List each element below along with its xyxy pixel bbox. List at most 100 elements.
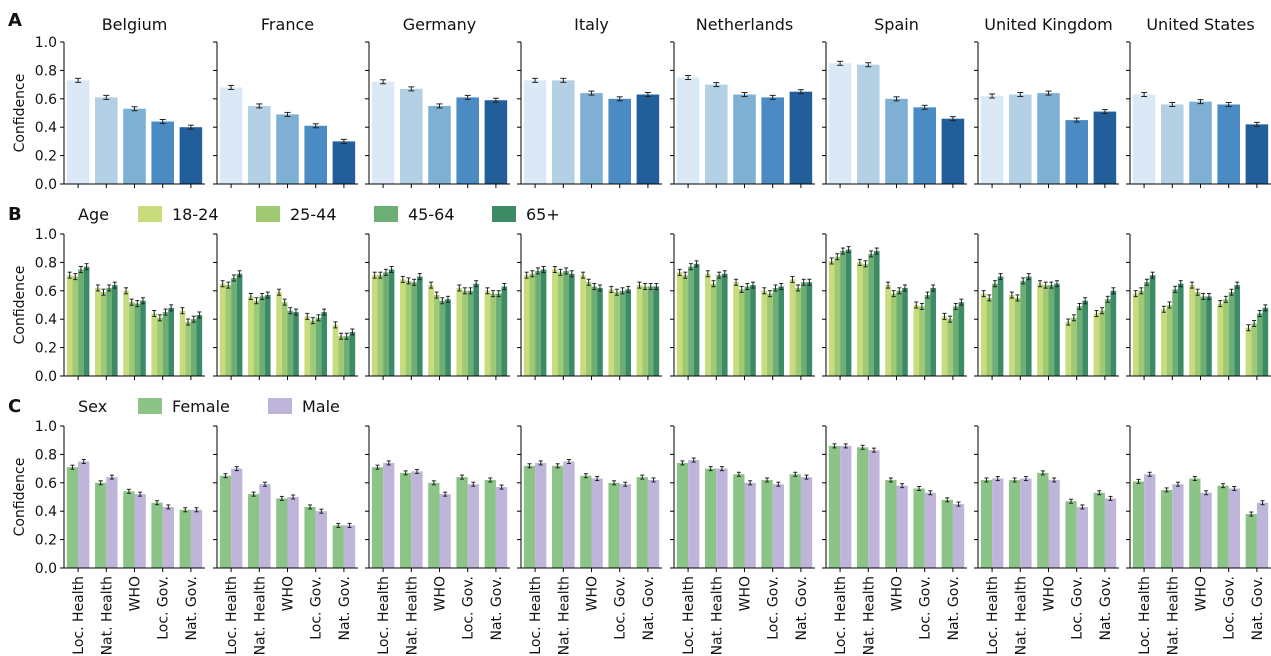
- bar-france-loc-gov-45-64: [315, 317, 322, 376]
- x-tick-label-who: WHO: [281, 576, 297, 611]
- bar-spain-who: [885, 98, 908, 184]
- bar-united-states-loc-health-female: [1132, 481, 1145, 568]
- bar-spain-nat-health-male: [868, 450, 880, 568]
- bar-spain-loc-gov: [913, 107, 936, 184]
- x-tick-label-loc-health: Loc. Health: [528, 576, 544, 655]
- bar-italy-loc-gov-female: [608, 482, 620, 568]
- bar-united-states-who-18-24: [1189, 285, 1195, 376]
- bar-spain-nat-health-18-24: [857, 262, 863, 376]
- bar-united-kingdom-nat-health-25-44: [1014, 297, 1021, 376]
- bar-spain-loc-health-18-24: [828, 260, 835, 376]
- bar-united-states-who-female: [1189, 478, 1201, 568]
- bar-germany-who-45-64: [439, 300, 446, 376]
- bar-germany-nat-health-female: [400, 472, 412, 568]
- bar-italy-nat-health-male: [563, 461, 575, 568]
- y-tick-label: 1.0: [35, 35, 57, 51]
- y-tick-label: 0.0: [35, 177, 57, 193]
- x-tick-label-loc-gov: Loc. Gov.: [461, 576, 477, 640]
- bar-united-states-who: [1189, 101, 1212, 184]
- x-tick-label-nat-health: Nat. Health: [709, 576, 725, 655]
- bar-spain-nat-health-female: [857, 447, 869, 568]
- bar-belgium-loc-health-65: [83, 266, 90, 376]
- bar-belgium-loc-health-45-64: [78, 269, 84, 376]
- bar-united-states-nat-gov: [1245, 124, 1269, 184]
- bar-netherlands-who-65: [750, 285, 756, 376]
- bar-united-kingdom-nat-gov-65: [1110, 290, 1117, 376]
- bar-france-nat-gov-45-64: [343, 336, 350, 376]
- bar-belgium-who: [123, 108, 146, 184]
- x-tick-label-nat-gov: Nat. Gov.: [946, 576, 962, 641]
- bar-netherlands-loc-gov-female: [761, 479, 773, 568]
- bar-netherlands-who-female: [733, 474, 745, 568]
- bar-france-nat-health: [248, 105, 271, 184]
- bar-united-kingdom-who-male: [1048, 479, 1060, 568]
- y-tick-label: 0.4: [35, 120, 57, 136]
- y-tick-label: 0.4: [35, 312, 57, 328]
- x-tick-label-nat-health: Nat. Health: [556, 576, 572, 655]
- bar-italy-loc-health: [523, 80, 547, 184]
- bar-germany-loc-health-18-24: [371, 275, 378, 376]
- bar-germany-nat-gov-female: [484, 479, 496, 568]
- bar-germany-who: [428, 105, 451, 184]
- bar-spain-loc-health-45-64: [840, 251, 846, 376]
- bar-spain-who-65: [902, 287, 908, 376]
- legend-age: Age 18-24 25-44 45-64 65+: [78, 205, 560, 224]
- legend-label-male: Male: [302, 397, 340, 416]
- bar-netherlands-nat-gov-female: [789, 474, 801, 568]
- bar-netherlands-nat-health-25-44: [710, 283, 717, 376]
- bar-united-states-nat-gov-65: [1262, 307, 1269, 376]
- x-tick-label-nat-gov: Nat. Gov.: [184, 576, 200, 641]
- x-tick-label-nat-health: Nat. Health: [1013, 576, 1029, 655]
- bar-netherlands-who-18-24: [733, 282, 739, 376]
- legend-label-65-plus: 65+: [526, 205, 560, 224]
- bar-belgium-loc-health-male: [78, 461, 90, 568]
- panel-a-belgium: Belgium 0.0 0.2 0.4 0.6 0.8 1.0: [35, 15, 205, 193]
- bar-belgium-loc-gov-male: [162, 506, 174, 568]
- bar-netherlands-nat-health-male: [716, 468, 728, 568]
- plot-area: Confidence Belgium 0.0 0.2 0.4 0.6 0.8 1.0 Franc…: [12, 15, 1271, 655]
- bar-germany-nat-health-25-44: [405, 280, 412, 376]
- bar-france-loc-health-25-44: [225, 285, 232, 376]
- y-tick-label: 0.8: [35, 255, 57, 271]
- bar-netherlands-loc-health-65: [693, 263, 700, 376]
- bar-france-nat-gov-18-24: [332, 324, 339, 376]
- bar-netherlands-loc-health: [676, 77, 700, 184]
- bar-united-kingdom-who-45-64: [1048, 285, 1055, 376]
- bar-belgium-who-male: [134, 494, 146, 568]
- bar-spain-who-18-24: [885, 285, 891, 376]
- panel-a-france: France: [213, 15, 358, 188]
- bar-spain-nat-gov-25-44: [947, 319, 953, 376]
- bar-belgium-nat-health: [95, 97, 118, 184]
- row-letter-c: C: [8, 396, 21, 417]
- bar-france-loc-gov-female: [304, 506, 316, 568]
- bar-spain-nat-health: [857, 64, 880, 184]
- bar-netherlands-loc-gov-45-64: [772, 287, 779, 376]
- bar-belgium-nat-health-male: [106, 477, 118, 568]
- bar-netherlands-nat-health: [705, 84, 728, 184]
- row-letter-b: B: [8, 204, 22, 225]
- x-tick-label-loc-gov: Loc. Gov.: [1222, 576, 1238, 640]
- bar-united-kingdom-loc-health-18-24: [980, 293, 987, 376]
- x-tick-label-nat-gov: Nat. Gov.: [641, 576, 657, 641]
- bar-united-kingdom-nat-health-45-64: [1020, 280, 1026, 376]
- bar-united-states-loc-gov-18-24: [1217, 303, 1224, 376]
- bar-italy-nat-gov-45-64: [647, 286, 654, 376]
- bar-belgium-loc-health-18-24: [66, 275, 73, 376]
- panel-c-spain: Loc. Health Nat. Health WHO Loc. Gov. Nat. G…: [822, 425, 967, 655]
- bar-netherlands-nat-gov-18-24: [789, 279, 796, 376]
- bar-united-kingdom-nat-gov-male: [1104, 498, 1117, 568]
- bar-italy-nat-health-25-44: [557, 272, 564, 376]
- bar-italy-loc-gov-45-64: [619, 290, 626, 376]
- panel-a-spain: Spain: [822, 15, 967, 188]
- bar-netherlands-who-25-44: [738, 289, 745, 376]
- bar-spain-loc-gov-male: [924, 492, 936, 568]
- panel-c-belgium: Loc. Health Nat. Health WHO Loc. Gov. Nat. G…: [35, 419, 205, 655]
- bar-united-states-loc-gov-65: [1234, 285, 1240, 376]
- legend-age-title: Age: [78, 205, 109, 224]
- bar-germany-who-18-24: [428, 285, 434, 376]
- bar-netherlands-nat-gov-male: [800, 477, 813, 568]
- bar-italy-nat-health-female: [552, 465, 564, 568]
- bar-united-states-loc-gov: [1217, 104, 1240, 184]
- legend-swatch-45-64: [374, 206, 398, 222]
- x-tick-label-nat-health: Nat. Health: [861, 576, 877, 655]
